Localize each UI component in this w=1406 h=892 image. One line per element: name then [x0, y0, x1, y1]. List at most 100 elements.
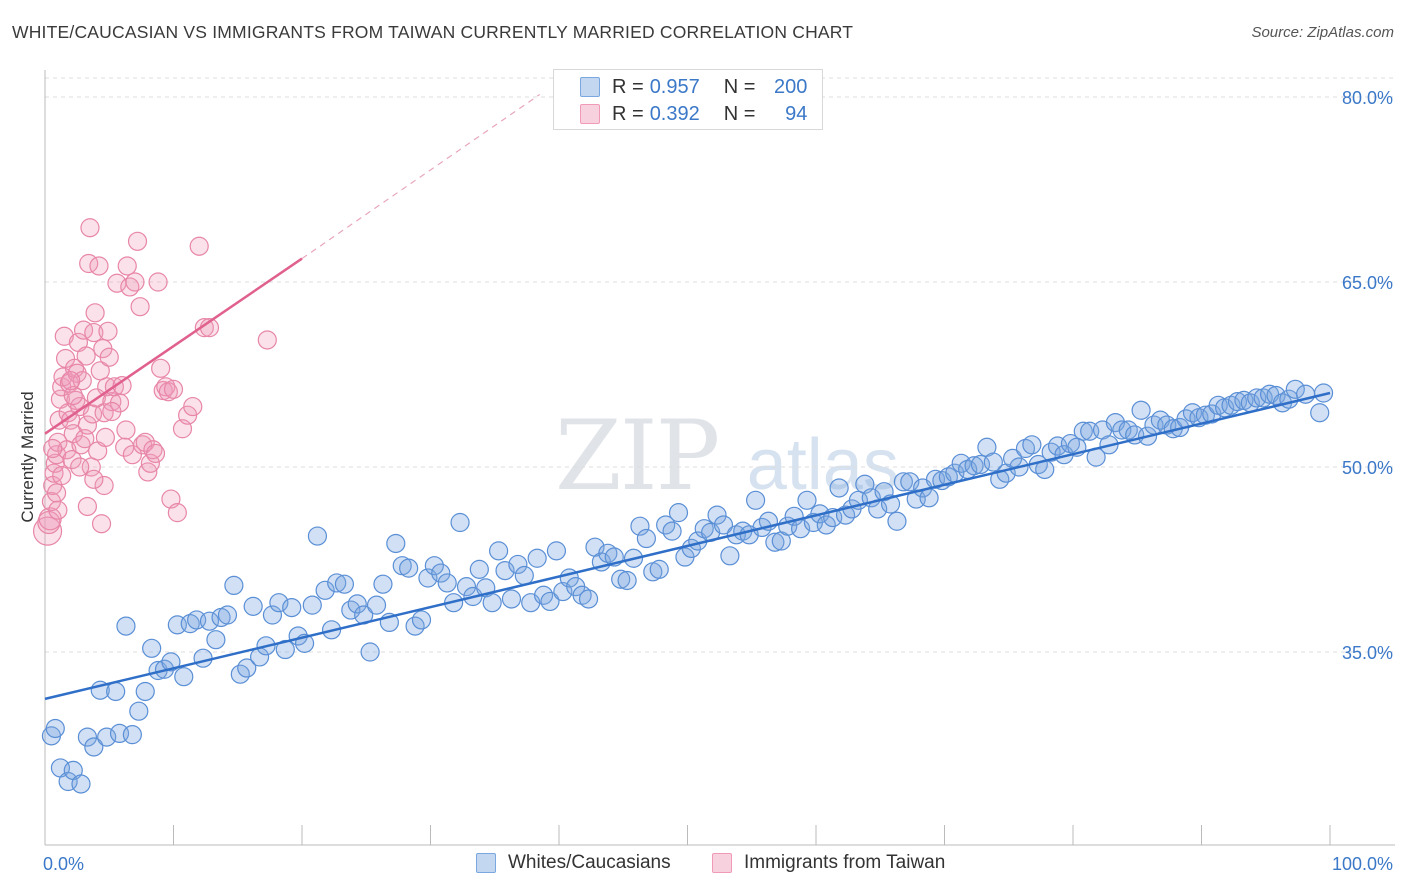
legend-r-label: R =	[612, 75, 644, 98]
whites-point	[302, 595, 322, 615]
taiwan-point	[61, 371, 81, 391]
whites-point	[106, 681, 126, 702]
taiwan-point	[48, 500, 68, 520]
taiwan-point	[94, 475, 114, 496]
taiwan-point	[189, 236, 209, 256]
whites-point	[418, 568, 438, 588]
whites-point	[816, 515, 836, 535]
taiwan-point	[43, 438, 63, 459]
whites-point	[983, 452, 1003, 472]
taiwan-point	[148, 272, 168, 292]
legend-row-whites: R = 0.957 N = 200	[580, 74, 807, 100]
legend-swatch-taiwan	[580, 104, 600, 124]
y-tick-label: 50.0%	[1342, 458, 1393, 478]
whites-point	[199, 611, 220, 631]
whites-point	[142, 638, 162, 658]
taiwan-point	[95, 427, 115, 447]
whites-point	[713, 515, 734, 535]
whites-point	[527, 548, 547, 568]
legend-label-whites: Whites/Caucasians	[508, 852, 671, 873]
whites-point	[327, 573, 347, 593]
whites-point	[334, 574, 355, 594]
taiwan-point	[91, 514, 112, 534]
taiwan-point	[122, 445, 142, 465]
whites-point	[797, 490, 817, 510]
taiwan-point	[116, 420, 136, 440]
taiwan-points	[32, 218, 277, 546]
whites-point	[431, 563, 451, 583]
taiwan-point	[80, 218, 100, 238]
taiwan-point	[158, 382, 178, 402]
whites-point	[469, 559, 489, 579]
taiwan-point	[156, 377, 176, 397]
legend-n-value: 94	[785, 102, 808, 125]
whites-point	[373, 574, 393, 594]
whites-point	[893, 472, 913, 492]
whites-point	[456, 577, 477, 597]
taiwan-point	[62, 450, 82, 470]
legend-r-label: R =	[612, 102, 644, 125]
whites-point	[508, 554, 528, 575]
taiwan-point	[99, 347, 119, 367]
legend-item-whites[interactable]: Whites/Caucasians	[476, 852, 671, 874]
whites-point	[649, 559, 669, 579]
axis-layer	[44, 70, 1395, 846]
whites-point	[1310, 403, 1330, 423]
whites-point	[45, 718, 65, 739]
taiwan-trendline-extension	[301, 94, 541, 260]
whites-point	[424, 556, 444, 576]
whites-point	[1022, 435, 1042, 455]
taiwan-point	[46, 483, 67, 503]
taiwan-point	[76, 346, 96, 366]
taiwan-point	[70, 457, 90, 477]
whites-point	[617, 570, 637, 591]
taiwan-point	[145, 443, 166, 464]
whites-trendline	[44, 391, 1331, 701]
whites-point	[540, 591, 560, 612]
whites-point	[97, 727, 117, 747]
legend-label-taiwan: Immigrants from Taiwan	[744, 852, 946, 873]
taiwan-point	[94, 403, 114, 423]
whites-point	[360, 642, 380, 662]
legend-n-label: N =	[723, 102, 756, 125]
whites-point	[746, 490, 766, 510]
whites-point	[765, 532, 785, 552]
whites-point	[399, 558, 419, 578]
legend-n-label: N =	[723, 75, 756, 98]
y-tick-label: 65.0%	[1342, 273, 1393, 293]
watermark-zip: ZIP	[555, 400, 720, 512]
taiwan-point	[84, 322, 104, 343]
x-tick-label-max: 100.0%	[1332, 854, 1393, 874]
whites-point	[347, 594, 367, 614]
whites-point	[1266, 385, 1286, 406]
taiwan-point	[102, 392, 122, 412]
taiwan-point	[130, 297, 150, 317]
whites-point	[482, 593, 502, 613]
whites-point	[636, 528, 656, 549]
legend-item-taiwan[interactable]: Immigrants from Taiwan	[712, 852, 945, 874]
taiwan-point	[112, 376, 132, 396]
whites-point	[71, 774, 91, 794]
whites-point	[1195, 405, 1215, 425]
taiwan-point	[127, 231, 148, 251]
legend-swatch-whites	[476, 853, 496, 873]
whites-point	[282, 597, 302, 618]
label-layer: 35.0% 50.0% 65.0% 80.0% 0.0% 100.0% Currently …	[18, 88, 1393, 874]
chart-title: WHITE/CAUCASIAN VS IMMIGRANTS FROM TAIWA…	[12, 22, 854, 42]
legend-row-taiwan: R = 0.392 N = 94	[580, 101, 807, 127]
series-legend: Whites/Caucasians Immigrants from Taiwan	[0, 852, 1406, 878]
whites-point	[307, 526, 328, 546]
whites-point	[611, 569, 631, 589]
correlation-legend: R = 0.957 N = 200 R = 0.392 N = 94	[553, 69, 823, 130]
whites-point	[129, 701, 149, 721]
whites-point	[224, 575, 244, 596]
taiwan-point	[52, 466, 72, 486]
taiwan-point	[125, 272, 145, 292]
taiwan-point	[257, 330, 277, 350]
whites-point	[1247, 388, 1267, 408]
whites-point	[450, 512, 470, 533]
taiwan-point	[167, 503, 187, 523]
whites-point	[217, 605, 238, 625]
whites-point	[1313, 383, 1334, 403]
whites-point	[386, 533, 406, 554]
